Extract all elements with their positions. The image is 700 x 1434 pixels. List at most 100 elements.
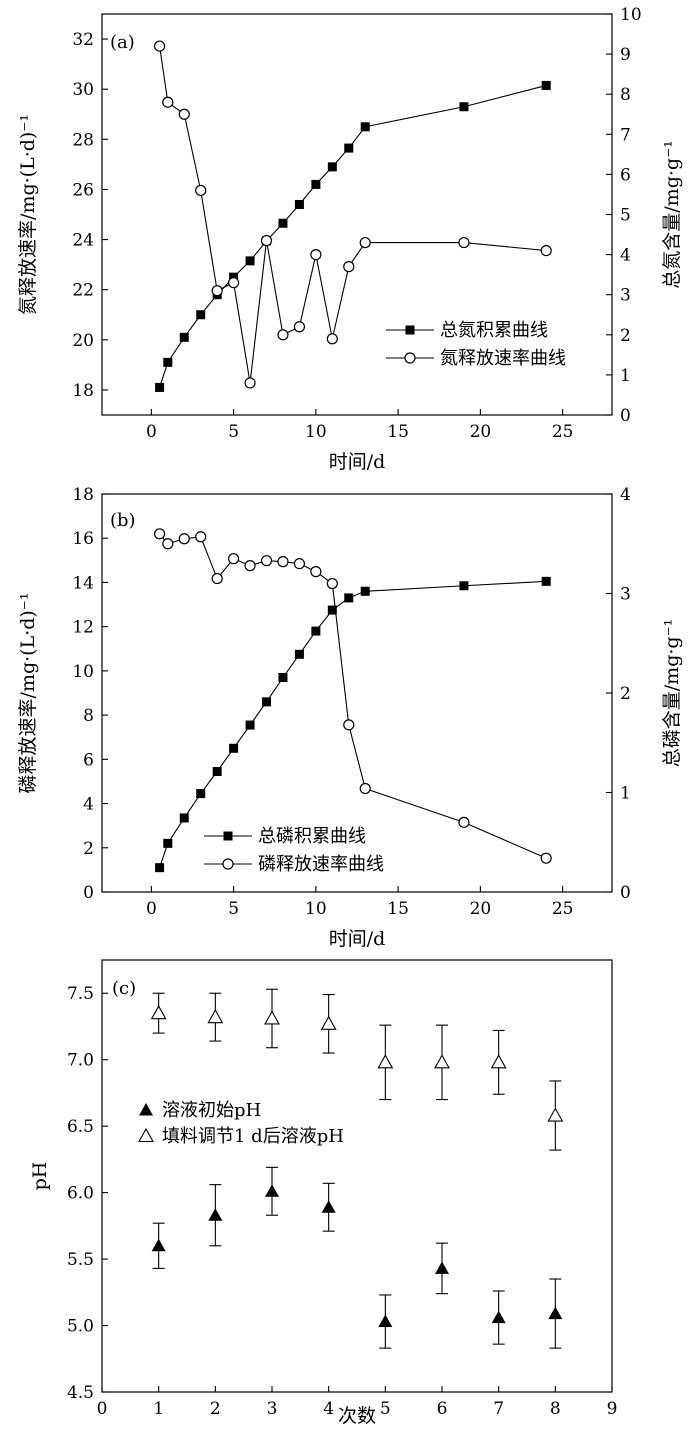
data-point — [179, 332, 189, 342]
y-tick-label: 4 — [83, 795, 94, 815]
data-point — [458, 236, 470, 249]
y-right-tick-label: 4 — [620, 246, 631, 266]
legend-label: 总氮积累曲线 — [440, 320, 548, 341]
y-right-tick-label: 1 — [620, 784, 631, 804]
y-right-tick-label: 2 — [620, 684, 631, 704]
series-2 — [153, 528, 552, 864]
data-point — [178, 108, 190, 120]
data-point — [277, 556, 289, 568]
panel-label: (a) — [110, 32, 135, 53]
data-point — [265, 1184, 279, 1197]
legend-item: 总磷积累曲线 — [204, 826, 366, 847]
legend-item: 氮释放速率曲线 — [386, 348, 566, 369]
data-point — [459, 102, 469, 112]
data-point — [541, 80, 551, 90]
y-right-axis-label: 总磷含量/mg·g⁻¹ — [661, 619, 683, 767]
chart-panel-b: 0 5 10 15 20 2502468101214161801234时间/d磷释放速率/… — [17, 485, 683, 950]
data-point — [260, 555, 273, 567]
plot-frame — [101, 959, 613, 1393]
data-point — [434, 1054, 450, 1069]
data-point — [245, 720, 255, 730]
data-point — [540, 244, 552, 257]
data-point — [326, 577, 338, 590]
y-right-tick-label: 0 — [620, 883, 631, 903]
y-tick-label: 30 — [72, 80, 94, 100]
y-axis-label: 氮释放速率/mg·(L·d)⁻¹ — [17, 114, 39, 315]
legend-marker — [223, 831, 233, 841]
x-tick-label: 9 — [607, 1399, 618, 1419]
y-right-tick-label: 10 — [620, 5, 642, 25]
y-axis-label: 磷释放速率/mg·(L·d)⁻¹ — [17, 593, 39, 794]
x-tick-label: 0 — [146, 422, 157, 442]
data-point — [435, 1261, 449, 1274]
data-point — [321, 1200, 336, 1213]
data-point — [458, 816, 470, 828]
legend-label: 总磷积累曲线 — [258, 826, 366, 847]
legend-label: 氮释放速率曲线 — [440, 348, 566, 369]
y-tick-label: 18 — [72, 485, 94, 505]
legend-label: 溶液初始pH — [162, 1100, 261, 1121]
y-tick-label: 16 — [72, 529, 94, 549]
y-tick-label: 4.5 — [67, 1383, 94, 1403]
data-point — [293, 321, 306, 333]
data-point — [459, 581, 469, 591]
y-tick-label: 24 — [72, 231, 94, 251]
x-tick-label: 10 — [305, 422, 327, 442]
data-point — [360, 586, 370, 596]
data-point — [196, 789, 206, 799]
data-point — [212, 766, 222, 776]
legend-item: 溶液初始pH — [139, 1100, 261, 1121]
data-point — [344, 143, 354, 153]
y-right-tick-label: 7 — [620, 125, 631, 145]
data-point — [343, 719, 355, 731]
data-point — [244, 377, 256, 389]
data-point — [541, 576, 551, 586]
x-axis-label: 次数 — [338, 1405, 376, 1427]
x-tick-label: 25 — [552, 899, 574, 919]
data-point — [278, 218, 288, 228]
data-point — [311, 626, 321, 636]
data-point — [359, 236, 371, 249]
series-1 — [151, 1166, 563, 1349]
data-point — [491, 1310, 506, 1324]
y-right-tick-label: 3 — [620, 585, 631, 605]
data-point — [260, 234, 273, 247]
y-right-tick-label: 3 — [620, 286, 631, 306]
data-point — [162, 96, 174, 108]
chart-panel-c: 0 1 2 3 4 5 6 7 8 9 4.5 5.0 5.5 6.0 6.5 7.0 7.5 次数 pH (c) 溶液… — [29, 959, 618, 1427]
y-tick-label: 8 — [83, 706, 94, 726]
legend-label: 填料调节1 d后溶液pH — [162, 1126, 344, 1147]
y-right-tick-label: 1 — [620, 366, 631, 386]
data-point — [378, 1314, 393, 1328]
y-right-tick-label: 8 — [620, 85, 631, 105]
data-point — [327, 162, 337, 172]
data-point — [244, 560, 256, 572]
x-tick-label: 25 — [552, 422, 574, 442]
y-tick-label: 7.5 — [67, 984, 94, 1004]
data-point — [359, 782, 371, 795]
y-right-tick-label: 6 — [620, 165, 631, 185]
data-point — [547, 1107, 564, 1122]
data-point — [208, 1208, 223, 1221]
x-tick-label: 15 — [387, 899, 409, 919]
data-point — [326, 333, 338, 345]
data-point — [277, 329, 289, 341]
legend: 溶液初始pH 填料调节1 d后溶液pH — [138, 1100, 344, 1147]
panel-label: (c) — [112, 978, 136, 999]
data-point — [228, 277, 240, 289]
series-line — [159, 46, 547, 384]
x-tick-label: 7 — [493, 1399, 504, 1419]
legend-item: 填料调节1 d后溶液pH — [138, 1126, 344, 1147]
series-line — [159, 84, 547, 388]
data-point — [155, 863, 165, 873]
y-tick-label: 7.0 — [67, 1051, 94, 1071]
series-1 — [155, 576, 551, 873]
x-tick-label: 20 — [470, 899, 492, 919]
series-1 — [155, 80, 551, 392]
panel-label: (b) — [110, 510, 136, 531]
data-point — [344, 593, 354, 603]
y-tick-label: 22 — [72, 281, 94, 301]
y-right-tick-label: 4 — [620, 485, 631, 505]
data-point — [548, 1306, 563, 1320]
